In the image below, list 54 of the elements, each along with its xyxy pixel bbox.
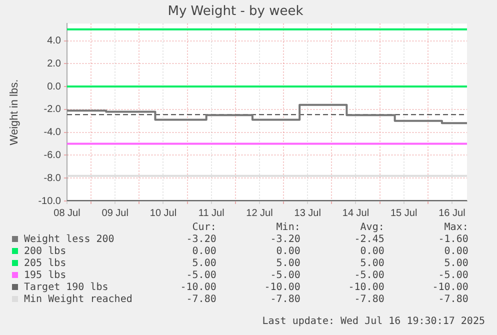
x-tick-label: 09 Jul	[102, 208, 128, 219]
text: 0.00	[443, 246, 468, 258]
x-tick-label: 13 Jul	[294, 208, 321, 219]
chart-title: My Weight - by week	[168, 4, 304, 20]
legend-label: Weight less 200	[23, 234, 116, 246]
text: -10.00	[263, 282, 300, 294]
y-tick-label: -8.0	[44, 172, 62, 184]
text: -5.00	[353, 270, 384, 282]
text: Min:	[275, 222, 300, 234]
text: 5.00	[191, 258, 216, 270]
x-tick-label: 10 Jul	[150, 208, 177, 219]
text: Last update: Wed Jul 16 19:30:17 2025	[262, 316, 485, 327]
text: -5.00	[437, 270, 468, 282]
x-tick-label: 16 Jul	[438, 208, 466, 219]
y-tick-label: -2.0	[44, 104, 62, 116]
x-tick-label: 11 Jul	[198, 208, 224, 219]
text: 0.00	[275, 246, 300, 258]
text: 5.00	[275, 258, 300, 270]
text: -3.20	[185, 234, 216, 246]
y-tick-label: -6.0	[44, 150, 62, 161]
text: 0.00	[191, 246, 216, 258]
y-tick-label: -10.0	[38, 196, 62, 207]
y-tick-label: 2.0	[47, 58, 62, 70]
y-axis-title: Weight in lbs.	[8, 79, 21, 146]
text: -7.80	[437, 294, 468, 306]
legend-label: Min Weight reached	[23, 294, 132, 306]
text: Avg:	[359, 222, 384, 234]
text: -5.00	[269, 270, 300, 282]
text: -3.20	[269, 234, 300, 246]
legend-label: 205 lbs	[23, 258, 68, 270]
x-tick-label: 14 Jul	[342, 208, 370, 219]
y-tick-label: 4.0	[47, 36, 62, 47]
legend-label: 195 lbs	[23, 270, 68, 282]
text: -2.45	[353, 234, 384, 246]
text: -10.00	[431, 282, 468, 294]
text: 5.00	[359, 258, 384, 270]
text: -7.80	[269, 294, 300, 306]
y-tick-label: 0.0	[47, 81, 62, 92]
text: -7.80	[185, 294, 216, 306]
text: -5.00	[185, 270, 216, 282]
legend-label: Target 190 lbs	[23, 282, 110, 294]
text: -10.00	[179, 282, 216, 294]
x-tick-label: 12 Jul	[246, 208, 273, 219]
text: -1.60	[437, 234, 468, 246]
text: -7.80	[353, 294, 384, 306]
text: -10.00	[347, 282, 384, 294]
y-tick-label: -4.0	[44, 127, 62, 138]
text: 0.00	[359, 246, 384, 258]
text: 5.00	[443, 258, 468, 270]
x-tick-label: 08 Jul	[54, 208, 80, 219]
legend-label: 200 lbs	[23, 246, 68, 258]
text: Cur:	[191, 222, 216, 234]
text: Max:	[443, 222, 468, 234]
x-tick-label: 15 Jul	[390, 208, 418, 219]
